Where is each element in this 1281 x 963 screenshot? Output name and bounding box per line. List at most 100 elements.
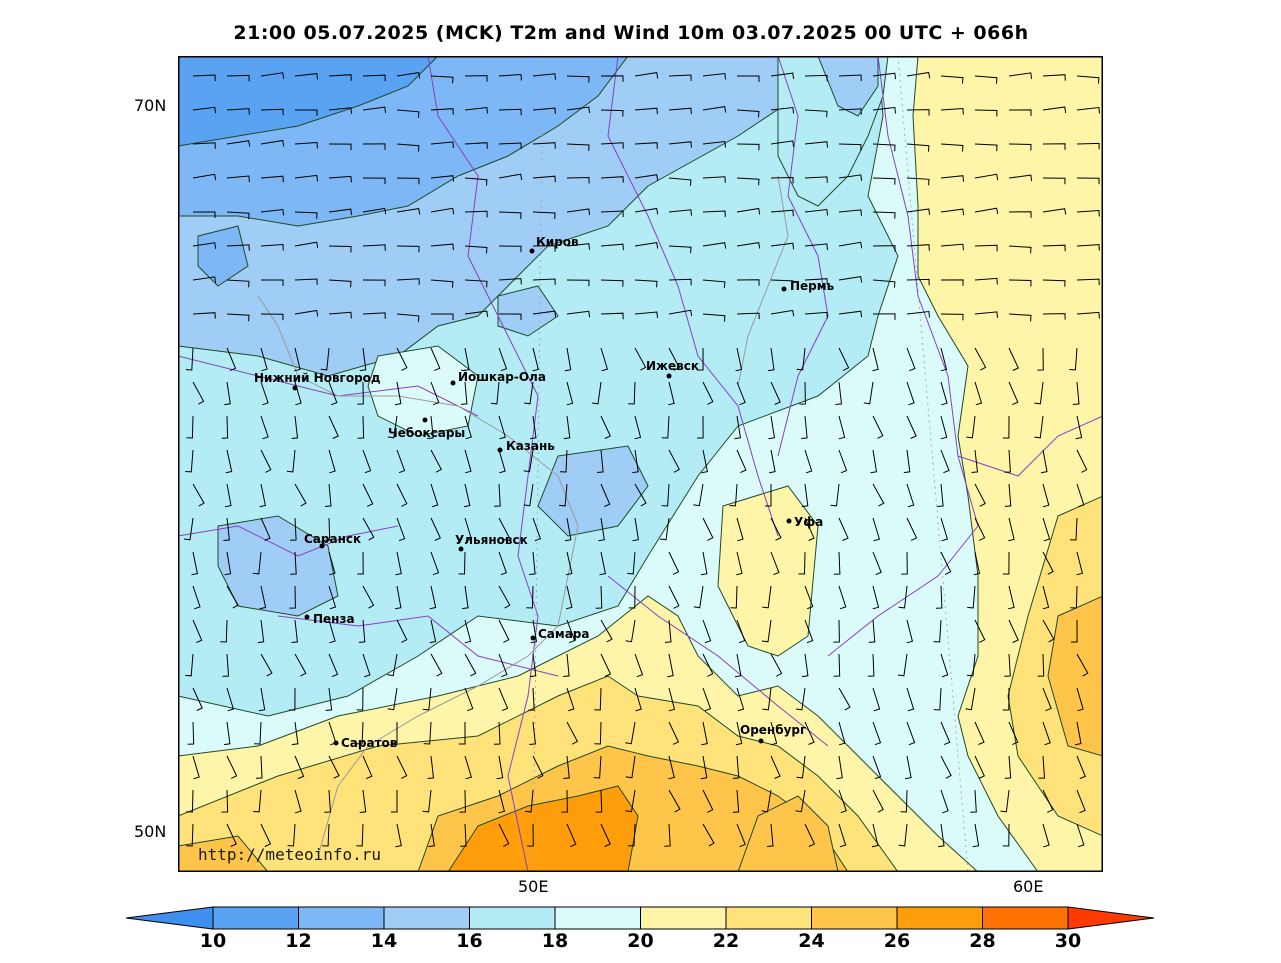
wind-barb [1004, 483, 1012, 507]
wind-barb [566, 619, 576, 644]
city-cheboksary: Чебоксары [388, 417, 465, 440]
wind-barb [464, 449, 472, 474]
wind-barb [600, 483, 611, 508]
wind-barb [186, 823, 194, 847]
city-kirov: Киров [529, 235, 579, 254]
wind-barb [872, 211, 896, 219]
wind-barb [736, 551, 743, 576]
wind-barb [940, 415, 948, 440]
wind-barb [1076, 278, 1100, 286]
wind-barb [362, 74, 386, 82]
wind-barb [940, 208, 965, 216]
wind-barb [762, 687, 772, 711]
wind-barb [600, 176, 624, 183]
wind-barb [702, 210, 726, 218]
wind-barb [566, 176, 590, 184]
wind-barb [460, 381, 468, 405]
wind-barb [362, 312, 386, 319]
colorbar-cell [896, 906, 983, 930]
wind-barb [600, 243, 624, 251]
wind-barb [804, 823, 816, 847]
wind-barb [221, 415, 229, 439]
wind-barb [430, 75, 454, 84]
wind-barb [838, 347, 850, 371]
wind-barb [362, 449, 372, 474]
wind-barb [1042, 551, 1054, 575]
wind-barb [1008, 174, 1033, 182]
wind-barb [294, 347, 301, 372]
colorbar-extend-high [1067, 906, 1155, 930]
wind-barb [260, 208, 284, 216]
wind-barb [464, 106, 488, 114]
wind-barb [974, 109, 998, 117]
wind-barb [872, 279, 896, 288]
wind-barb [1076, 755, 1086, 780]
wind-barb [872, 313, 896, 320]
wind-barb [702, 381, 714, 405]
wind-barb [634, 174, 659, 181]
wind-barb [192, 276, 217, 283]
wind-barb [906, 483, 915, 508]
wind-barb [294, 174, 319, 182]
wind-barb [260, 517, 271, 541]
wind-barb [362, 177, 386, 185]
wind-barb [804, 278, 828, 285]
wind-barb [566, 823, 577, 848]
wind-barb [328, 381, 338, 406]
wind-barb [459, 722, 466, 745]
wind-barb [796, 755, 806, 779]
wind-barb [422, 687, 432, 711]
wind-barb [192, 312, 216, 319]
wind-barb [258, 687, 266, 712]
wind-barb [668, 381, 675, 406]
wind-barb [498, 585, 511, 609]
wind-barb [595, 585, 603, 609]
wind-barb [1037, 347, 1044, 371]
wind-barb [226, 313, 250, 322]
wind-barb [427, 755, 435, 779]
wind-barb [838, 823, 847, 848]
wind-barb [428, 823, 435, 848]
wind-barb [192, 585, 201, 610]
wind-barb [362, 755, 373, 780]
wind-barb [260, 823, 272, 847]
wind-barb [770, 755, 781, 779]
wind-barb [464, 310, 489, 318]
wind-barb [192, 74, 216, 82]
wind-barb [734, 653, 742, 678]
wind-barb [496, 755, 504, 780]
wind-barb [664, 823, 671, 847]
wind-barb [498, 823, 510, 847]
wind-barb [737, 75, 760, 82]
wind-barb [765, 484, 772, 507]
wind-barb [872, 347, 879, 372]
wind-barb [295, 109, 318, 116]
chart-title: 21:00 05.07.2025 (MCK) T2m and Wind 10m … [233, 22, 1029, 44]
wind-barb [464, 619, 472, 644]
wind-barb [1040, 449, 1048, 474]
wind-barb [600, 653, 612, 677]
wind-barb [770, 140, 795, 147]
wind-barb [427, 415, 434, 439]
wind-barb [294, 755, 305, 780]
wind-barb [701, 449, 708, 474]
wind-barb [974, 75, 998, 84]
wind-barb [527, 823, 534, 847]
wind-barb [600, 75, 624, 82]
wind-barb [594, 721, 602, 745]
wind-barb [523, 449, 534, 473]
wind-barb [770, 176, 794, 184]
wind-barb [1042, 244, 1066, 252]
wind-barb [430, 653, 443, 677]
wind-barb [734, 415, 741, 440]
colorbar-tick-label: 24 [798, 930, 825, 952]
wind-barb [736, 823, 746, 848]
wind-barb [736, 242, 761, 249]
wind-barb [836, 755, 843, 780]
wind-barb [1038, 755, 1046, 779]
wind-barb [906, 143, 930, 152]
wind-barb [938, 823, 945, 848]
wind-barb [838, 310, 863, 318]
wind-barb [464, 755, 473, 780]
wind-barb [529, 653, 537, 678]
